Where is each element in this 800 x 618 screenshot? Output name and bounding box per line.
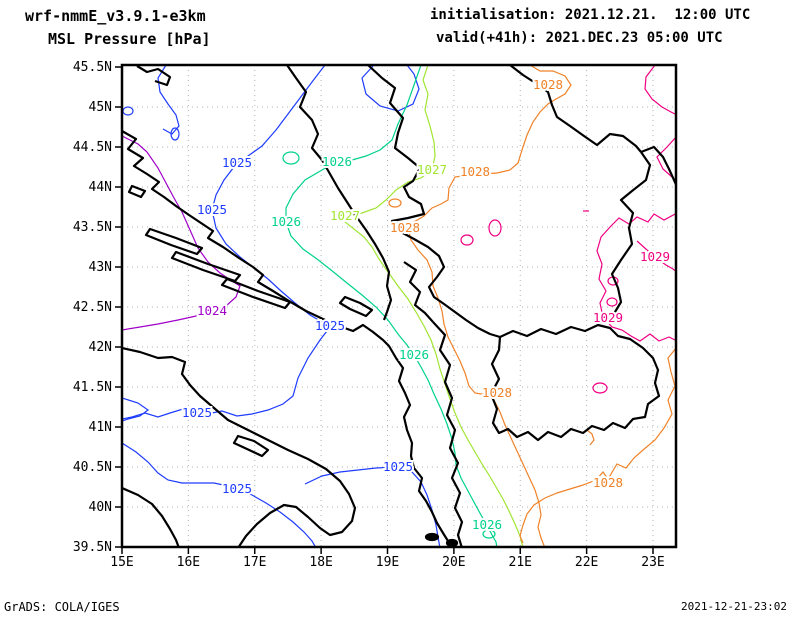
x-tick-label: 16E [177, 555, 200, 570]
field-title: MSL Pressure [hPa] [48, 30, 211, 48]
contour-line-1025 [122, 65, 331, 420]
border-serbia-east [610, 151, 652, 323]
contour-label-1026: 1026 [472, 517, 502, 532]
coastline-italy [122, 346, 357, 547]
contour-label-1027: 1027 [330, 208, 360, 223]
border-nw [286, 65, 393, 321]
contour-label-1028: 1028 [482, 385, 512, 400]
coastline-borders [122, 65, 676, 547]
contour-line-1029 [596, 212, 676, 342]
contour-line-1025 [157, 65, 180, 135]
border-ne-east [640, 145, 676, 188]
contour-label-1028: 1028 [460, 164, 490, 179]
contour-line-1025 [170, 127, 180, 141]
contour-line-1029 [488, 219, 502, 237]
y-tick-label: 43N [89, 260, 112, 275]
x-tick-label: 21E [509, 555, 532, 570]
contour-line-1028 [519, 347, 676, 544]
contour-line-1029 [592, 382, 608, 394]
border-montenegro [403, 261, 434, 323]
axis-labels: 15E 16E 17E 18E 19E 20E 21E 22E 23E 45.5N 45N 44.5N… [73, 60, 665, 570]
contour-line-1025 [122, 442, 317, 547]
x-tick-label: 23E [641, 555, 664, 570]
contour-label-1025: 1025 [315, 318, 345, 333]
contour-line-1028 [407, 65, 572, 547]
y-tick-label: 40N [89, 500, 112, 515]
contour-line-1029 [636, 240, 676, 272]
contour-label-1026: 1026 [399, 347, 429, 362]
x-tick-label: 15E [110, 555, 133, 570]
contour-line-1029 [606, 297, 618, 307]
contour-line-1028 [586, 429, 595, 446]
contour-label-1028: 1028 [390, 220, 420, 235]
coastline-gargano [232, 434, 270, 458]
contour-label-1029: 1029 [593, 310, 623, 325]
contour-label-1028: 1028 [533, 77, 563, 92]
x-tick-label: 17E [243, 555, 266, 570]
y-tick-label: 45N [89, 100, 112, 115]
valid-time-label: valid(+41h): 2021.DEC.23 05:00 UTC [436, 30, 723, 46]
island [220, 277, 292, 310]
creation-timestamp: 2021-12-21-23:02 [681, 600, 787, 613]
y-tick-label: 42N [89, 340, 112, 355]
coastline-kotor [338, 295, 374, 318]
y-tick-label: 44.5N [73, 140, 112, 155]
contour-line-1025 [304, 466, 441, 547]
contour-line-1029 [460, 234, 474, 246]
y-tick-label: 41N [89, 420, 112, 435]
contour-line-1024 [122, 135, 241, 331]
contour-label-1025: 1025 [182, 405, 212, 420]
contour-line-1029 [644, 65, 676, 116]
x-tick-label: 18E [309, 555, 332, 570]
y-tick-label: 43.5N [73, 220, 112, 235]
contour-label-1025: 1025 [222, 155, 252, 170]
contour-line-1026 [482, 529, 496, 539]
contour-label-1027: 1027 [417, 162, 447, 177]
x-tick-label: 22E [575, 555, 598, 570]
x-tick-label: 20E [442, 555, 465, 570]
island [144, 227, 204, 256]
model-title: wrf-nmmE_v3.9.1-e3km [25, 7, 206, 25]
border-albania-east [432, 321, 464, 547]
y-tick-label: 45.5N [73, 60, 112, 75]
island [445, 538, 459, 547]
y-tick-label: 40.5N [73, 460, 112, 475]
contour-label-1028: 1028 [593, 475, 623, 490]
contour-label-1029: 1029 [640, 249, 670, 264]
island [127, 184, 147, 199]
init-time-label: initialisation: 2021.12.21. 12:00 UTC [430, 7, 751, 23]
y-tick-label: 41.5N [73, 380, 112, 395]
contour-line-1026 [285, 65, 498, 547]
contour-label-1025: 1025 [222, 481, 252, 496]
contour-labels: 1028 1025 1026 1027 1028 1025 1027 1026 1028 1029… [180, 75, 672, 534]
contour-line-1029 [656, 136, 676, 181]
grads-credit: GrADS: COLA/IGES [4, 600, 120, 614]
border-south-polygon [489, 323, 661, 442]
contour-line-1027 [344, 65, 524, 547]
contour-line-1025 [122, 397, 150, 422]
y-tick-label: 44N [89, 180, 112, 195]
contour-line-1028 [388, 198, 402, 208]
coastline-adriatic-east [122, 130, 451, 547]
grid-lines [122, 65, 676, 547]
x-tick-label: 19E [376, 555, 399, 570]
border-north [367, 65, 501, 339]
map-frame [120, 63, 678, 549]
border-ne [509, 65, 642, 153]
coastline-calabria [122, 486, 180, 547]
contour-label-1025: 1025 [197, 202, 227, 217]
contour-label-1025: 1025 [383, 459, 413, 474]
contour-line-1026 [282, 151, 300, 165]
island [424, 532, 440, 542]
contour-label-1024: 1024 [197, 303, 227, 318]
contour-line-1025 [122, 106, 134, 116]
contour-label-1026: 1026 [322, 154, 352, 169]
coastline [136, 65, 172, 87]
y-tick-label: 39.5N [73, 540, 112, 555]
y-tick-label: 42.5N [73, 300, 112, 315]
contour-label-1026: 1026 [271, 214, 301, 229]
